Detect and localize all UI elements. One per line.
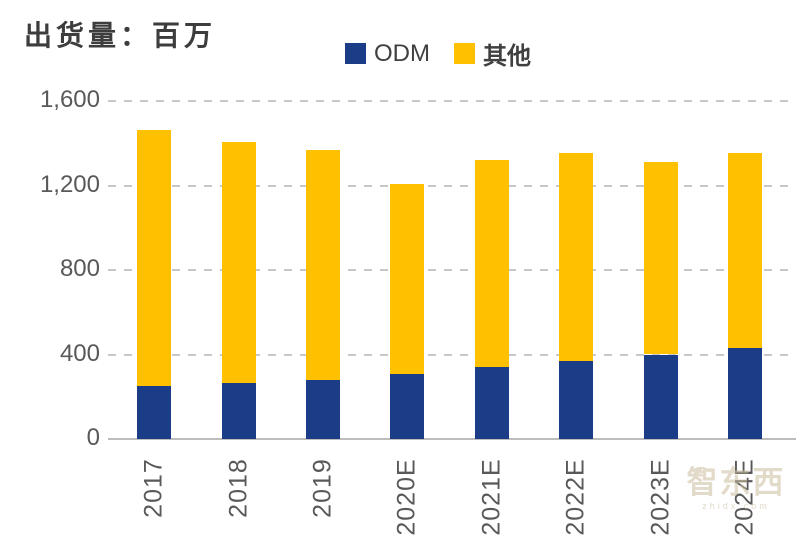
odm-swatch-icon (345, 43, 366, 64)
bar-segment-2024E-ODM (728, 348, 762, 439)
legend-item-odm: ODM (345, 40, 430, 68)
bar-segment-2020E-其他 (390, 184, 425, 374)
bar-segment-2018-其他 (221, 142, 256, 383)
y-axis-tick-label: 1,600 (39, 85, 100, 113)
bar-segment-2022E-其他 (559, 152, 594, 361)
gridline (108, 353, 796, 356)
bar-segment-2023E-ODM (643, 354, 678, 439)
x-axis-tick-label: 2023E (646, 457, 675, 536)
bar-segment-2024E-其他 (728, 152, 762, 349)
bar-segment-2023E-其他 (643, 162, 678, 355)
bar-segment-2017-ODM (137, 386, 172, 439)
bar-segment-2017-其他 (137, 129, 172, 387)
bar-segment-2019-其他 (306, 149, 340, 380)
bar-segment-2019-ODM (306, 379, 340, 439)
bar-segment-2020E-ODM (390, 373, 425, 439)
gridline (108, 269, 796, 271)
other-swatch-icon (454, 43, 475, 64)
x-axis-tick-label: 2022E (561, 457, 590, 536)
gridline (108, 184, 796, 187)
y-axis-tick-label: 400 (59, 339, 100, 367)
chart-title: 出货量：百万 (24, 21, 217, 52)
y-axis-tick-label: 0 (86, 423, 100, 451)
bar-segment-2021E-ODM (474, 367, 509, 439)
bar-segment-2022E-ODM (559, 360, 594, 439)
bar-segment-2018-ODM (221, 383, 256, 439)
x-axis-tick-label: 2017 (139, 458, 168, 518)
y-axis-tick-label: 1,200 (39, 170, 100, 198)
legend-label-odm: ODM (374, 39, 430, 67)
gridline (108, 100, 796, 102)
legend: ODM 其他 (345, 36, 531, 71)
y-axis-tick-label: 800 (59, 254, 100, 282)
legend-label-other: 其他 (483, 44, 531, 70)
legend-item-other: 其他 (454, 36, 531, 71)
x-axis-tick-label: 2021E (477, 457, 506, 536)
x-axis-tick-label: 2024E (730, 457, 759, 536)
x-axis-tick-label: 2019 (308, 458, 337, 518)
x-axis-tick-label: 2018 (224, 458, 253, 518)
x-axis-tick-label: 2020E (392, 457, 421, 536)
bar-segment-2021E-其他 (474, 160, 509, 368)
x-axis-line (108, 438, 796, 440)
